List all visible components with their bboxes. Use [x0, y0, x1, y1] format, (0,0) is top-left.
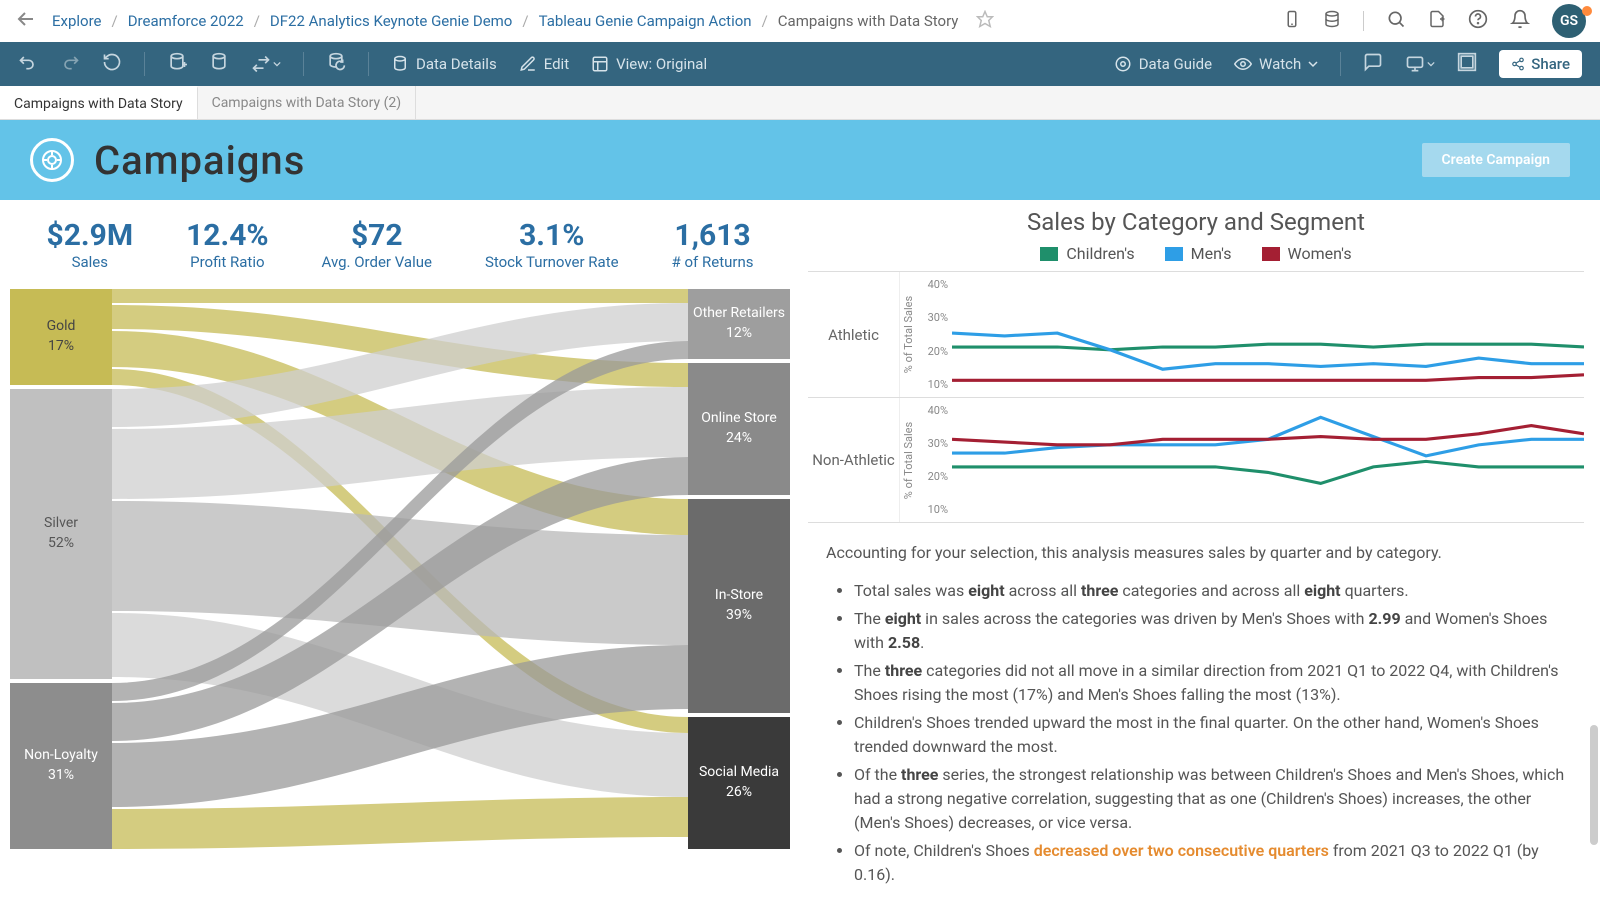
banner-title: Campaigns: [94, 137, 305, 184]
download-icon[interactable]: [1405, 54, 1435, 74]
story-bullet: Children's Shoes trended upward the most…: [854, 711, 1574, 759]
breadcrumb: Explore/Dreamforce 2022/DF22 Analytics K…: [52, 12, 958, 30]
sankey-source[interactable]: Non-Loyalty31%: [10, 683, 112, 849]
story-bullet: Of note, Children's Shoes decreased over…: [854, 839, 1574, 887]
help-icon[interactable]: [1468, 9, 1488, 33]
notifications-icon[interactable]: [1510, 9, 1530, 33]
database-icon[interactable]: [1323, 9, 1341, 33]
back-icon[interactable]: [14, 7, 38, 35]
breadcrumb-link[interactable]: Dreamforce 2022: [128, 12, 244, 30]
action-toolbar: Data Details Edit View: Original Data Gu…: [0, 42, 1600, 86]
data-details-button[interactable]: Data Details: [391, 55, 497, 73]
new-doc-icon[interactable]: [1428, 9, 1446, 33]
line-charts: Athletic% of Total Sales40%30%20%10%Non-…: [808, 271, 1584, 523]
fullscreen-icon[interactable]: [1457, 52, 1477, 76]
refresh-data-icon[interactable]: [326, 52, 346, 76]
story-bullet: The three categories did not all move in…: [854, 659, 1574, 707]
breadcrumb-link[interactable]: Tableau Genie Campaign Action: [539, 12, 752, 30]
device-icon[interactable]: [1283, 8, 1301, 34]
kpi: 3.1%Stock Turnover Rate: [485, 218, 619, 271]
data-story: Accounting for your selection, this anal…: [808, 523, 1584, 887]
data-refresh-icon[interactable]: [209, 52, 229, 76]
breadcrumb-link[interactable]: DF22 Analytics Keynote Genie Demo: [270, 12, 512, 30]
kpi-row: $2.9MSales 12.4%Profit Ratio $72Avg. Order…: [10, 212, 790, 289]
undo-icon[interactable]: [18, 52, 38, 76]
legend-item[interactable]: Women's: [1262, 244, 1352, 263]
breadcrumb-current: Campaigns with Data Story: [778, 12, 959, 30]
story-bullet: Of the three series, the strongest relat…: [854, 763, 1574, 835]
sheet-tab[interactable]: Campaigns with Data Story (2): [198, 86, 417, 119]
sankey-target[interactable]: In-Store39%: [688, 499, 790, 713]
chart-legend: Children's Men's Women's: [808, 244, 1584, 263]
sheet-tabs: Campaigns with Data StoryCampaigns with …: [0, 86, 1600, 120]
scrollbar-thumb[interactable]: [1590, 725, 1598, 845]
chart-panel: Athletic% of Total Sales40%30%20%10%: [808, 271, 1584, 397]
watch-button[interactable]: Watch: [1234, 55, 1318, 73]
kpi: 1,613# of Returns: [672, 218, 754, 271]
sankey-source[interactable]: Gold17%: [10, 289, 112, 385]
breadcrumb-link[interactable]: Explore: [52, 12, 102, 30]
sankey-target[interactable]: Online Store24%: [688, 363, 790, 495]
story-intro: Accounting for your selection, this anal…: [826, 541, 1574, 565]
create-campaign-button[interactable]: Create Campaign: [1422, 143, 1570, 177]
chart-panel: Non-Athletic% of Total Sales40%30%20%10%: [808, 397, 1584, 523]
chart-title: Sales by Category and Segment: [808, 208, 1584, 236]
window-control-dot[interactable]: [1582, 6, 1592, 16]
top-nav: Explore/Dreamforce 2022/DF22 Analytics K…: [0, 0, 1600, 42]
kpi: 12.4%Profit Ratio: [186, 218, 269, 271]
share-button[interactable]: Share: [1499, 50, 1582, 78]
view-button[interactable]: View: Original: [591, 55, 707, 73]
data-guide-button[interactable]: Data Guide: [1114, 55, 1212, 73]
sankey-chart: Gold17%Silver52%Non-Loyalty31% Other Reta…: [10, 289, 790, 849]
kpi: $2.9MSales: [46, 218, 133, 271]
favorite-icon[interactable]: [976, 10, 994, 32]
legend-item[interactable]: Men's: [1165, 244, 1232, 263]
sankey-target[interactable]: Social Media26%: [688, 717, 790, 849]
story-bullet: The eight in sales across the categories…: [854, 607, 1574, 655]
search-icon[interactable]: [1386, 9, 1406, 33]
comment-icon[interactable]: [1363, 52, 1383, 76]
banner-logo-icon: [30, 138, 74, 182]
data-add-icon[interactable]: [167, 52, 187, 76]
sheet-tab[interactable]: Campaigns with Data Story: [0, 86, 198, 119]
kpi: $72Avg. Order Value: [322, 218, 432, 271]
replay-icon[interactable]: [102, 52, 122, 76]
legend-item[interactable]: Children's: [1040, 244, 1134, 263]
swap-icon[interactable]: [251, 54, 281, 74]
banner: Campaigns Create Campaign: [0, 120, 1600, 200]
redo-icon[interactable]: [60, 52, 80, 76]
story-bullet: Total sales was eight across all three c…: [854, 579, 1574, 603]
user-avatar[interactable]: GS: [1552, 4, 1586, 38]
sankey-source[interactable]: Silver52%: [10, 389, 112, 679]
edit-button[interactable]: Edit: [519, 55, 569, 73]
top-icon-bar: GS: [1283, 4, 1586, 38]
sankey-target[interactable]: Other Retailers12%: [688, 289, 790, 359]
